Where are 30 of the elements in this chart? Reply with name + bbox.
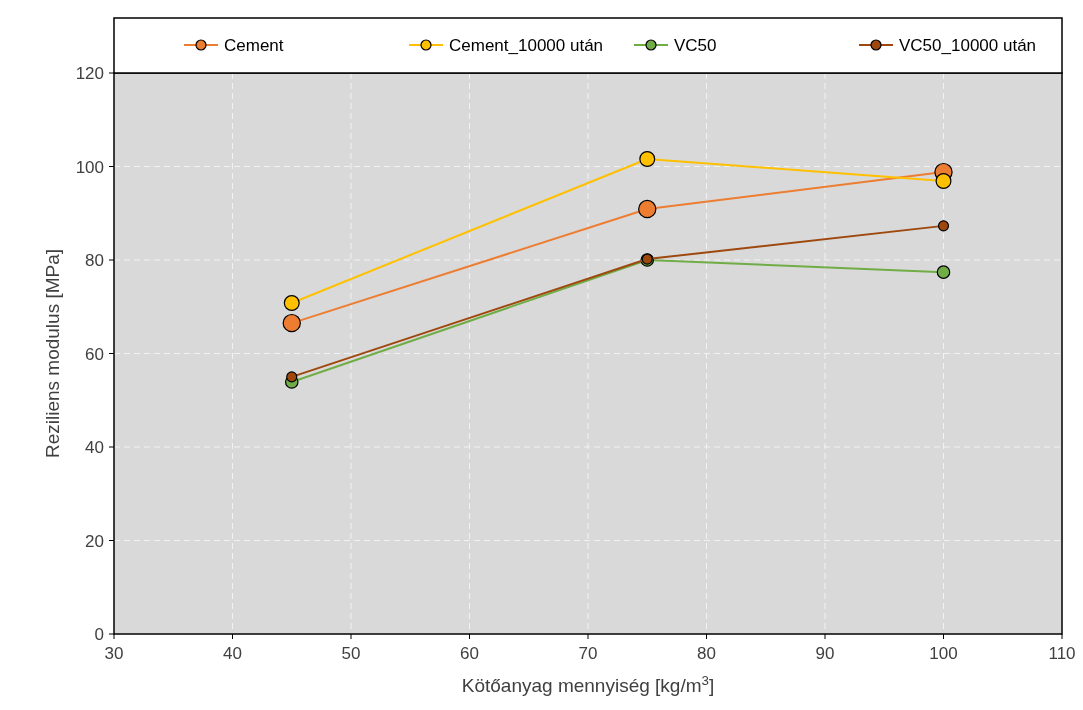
point xyxy=(935,172,952,189)
y-axis-title: Reziliens modulus [MPa] xyxy=(42,248,63,459)
x-tick-label: 30 xyxy=(104,644,124,663)
x-tick-label: 60 xyxy=(460,644,479,663)
legend-label: Cement xyxy=(224,36,284,55)
x-axis-title: Kötőanyag mennyiség [kg/m$^{3}$] xyxy=(461,672,715,696)
x-tick-label: 80 xyxy=(697,644,716,663)
x-tick-label: 70 xyxy=(578,644,598,663)
point xyxy=(639,151,656,168)
y-tick-label: 120 xyxy=(75,64,104,83)
x-tick-label: 50 xyxy=(341,644,361,663)
legend-label: VC50_10000 után xyxy=(899,36,1037,55)
y-tick-label: 100 xyxy=(75,157,104,177)
y-tick-label: 80 xyxy=(85,251,104,270)
point xyxy=(282,313,301,333)
y-tick-label: 60 xyxy=(85,344,104,364)
y-tick-label: 20 xyxy=(85,531,104,551)
legend-label: VC50 xyxy=(674,36,717,55)
x-tick-label: 110 xyxy=(1048,644,1076,663)
x-tick-label: 90 xyxy=(815,644,835,663)
x-tick-label: 100 xyxy=(929,644,958,663)
point xyxy=(638,199,657,219)
y-tick-label: 0 xyxy=(94,625,104,644)
legend-label: Cement_10000 után xyxy=(449,36,604,55)
y-tick-label: 40 xyxy=(85,438,104,457)
point xyxy=(283,295,300,312)
point xyxy=(936,265,951,279)
x-tick-label: 40 xyxy=(223,644,242,663)
point xyxy=(286,371,298,383)
point xyxy=(937,220,950,232)
